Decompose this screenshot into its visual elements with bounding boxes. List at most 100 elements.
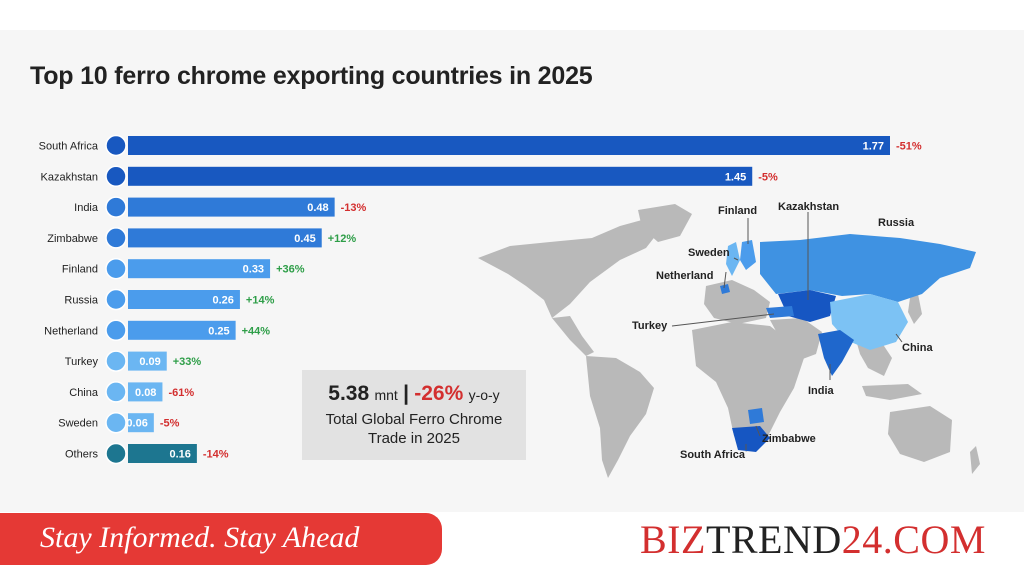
flag-icon-sweden xyxy=(105,411,127,434)
map-sweden xyxy=(726,242,740,276)
change-label-netherland: +44% xyxy=(242,325,271,337)
flag-icon-russia xyxy=(105,288,127,311)
bar-chart: South Africa 1.77 -51% Kazakhstan 1.45 -5% Ind… xyxy=(39,134,922,465)
bar-south-africa xyxy=(128,136,890,155)
change-label-sweden: -5% xyxy=(160,418,180,430)
map-netherland xyxy=(720,284,730,294)
change-label-others: -14% xyxy=(203,449,229,461)
map-india xyxy=(818,330,854,376)
category-label-china: China xyxy=(69,387,99,399)
map-label-india: India xyxy=(808,385,835,397)
flag-icon-south-africa xyxy=(105,134,127,157)
map-north-america xyxy=(478,220,660,318)
category-label-russia: Russia xyxy=(64,295,99,307)
map-zimbabwe xyxy=(748,408,764,424)
value-label-turkey: 0.09 xyxy=(139,356,160,368)
summary-unit: mnt xyxy=(374,387,398,403)
category-label-sweden: Sweden xyxy=(58,418,98,430)
value-label-zimbabwe: 0.45 xyxy=(294,233,315,245)
flag-icon-zimbabwe xyxy=(105,227,127,249)
map-central-america xyxy=(552,316,594,356)
map-europe xyxy=(704,280,770,324)
map-indonesia xyxy=(862,384,922,400)
change-label-kazakhstan: -5% xyxy=(758,171,778,183)
tagline-banner: Stay Informed. Stay Ahead xyxy=(0,513,442,565)
change-label-india: -13% xyxy=(341,202,367,214)
change-label-finland: +36% xyxy=(276,264,305,276)
summary-description: Total Global Ferro Chrome Trade in 2025 xyxy=(302,410,526,448)
value-label-netherland: 0.25 xyxy=(208,325,229,337)
bar-india xyxy=(128,197,335,217)
bar-finland xyxy=(128,259,271,279)
bar-china xyxy=(128,382,163,402)
map-russia xyxy=(760,234,976,302)
map-label-finland: Finland xyxy=(718,205,757,217)
value-label-sweden: 0.06 xyxy=(126,418,147,430)
flag-icon-turkey xyxy=(105,350,127,372)
bar-zimbabwe xyxy=(128,228,322,248)
map-south-america xyxy=(586,356,654,478)
summary-value: 5.38 xyxy=(328,382,370,405)
map-southeast-asia xyxy=(856,340,892,376)
value-label-india: 0.48 xyxy=(307,202,328,214)
summary-change: -26% xyxy=(414,382,464,405)
bar-sweden xyxy=(128,413,154,433)
flag-icon-china xyxy=(105,381,127,403)
summary-line2: Total Global Ferro Chrome xyxy=(325,411,503,428)
summary-box: 5.38 mnt | -26% y-o-y Total Global Ferro… xyxy=(302,370,526,460)
category-label-south-africa: South Africa xyxy=(39,141,99,153)
change-label-china: -61% xyxy=(168,387,194,399)
bar-others xyxy=(128,444,197,463)
map-greenland xyxy=(638,204,692,242)
brand-part3: 24.COM xyxy=(841,517,986,562)
map-label-kazakhstan: Kazakhstan xyxy=(778,201,839,213)
summary-separator: | xyxy=(403,382,409,405)
change-label-turkey: +33% xyxy=(173,356,202,368)
bar-turkey xyxy=(128,351,167,371)
value-label-finland: 0.33 xyxy=(243,264,264,276)
map-finland xyxy=(740,240,756,270)
value-label-south-africa: 1.77 xyxy=(863,141,884,153)
category-label-zimbabwe: Zimbabwe xyxy=(47,233,98,245)
map-japan xyxy=(908,294,922,324)
category-label-netherland: Netherland xyxy=(44,325,98,337)
map-label-sweden: Sweden xyxy=(688,247,730,259)
map-africa xyxy=(692,322,804,452)
map-label-russia: Russia xyxy=(878,217,915,229)
map-label-zimbabwe: Zimbabwe xyxy=(762,433,816,445)
category-label-kazakhstan: Kazakhstan xyxy=(41,171,98,183)
map-china xyxy=(830,294,908,350)
map-label-turkey: Turkey xyxy=(632,320,668,332)
flag-icon-netherland xyxy=(105,319,127,342)
category-label-finland: Finland xyxy=(62,264,98,276)
tagline-text: Stay Informed. Stay Ahead xyxy=(40,521,360,554)
map-label-netherland: Netherland xyxy=(656,270,713,282)
bar-russia xyxy=(128,290,240,309)
map-south-africa xyxy=(732,426,770,452)
flag-icon-india xyxy=(105,196,127,218)
summary-line3: Trade in 2025 xyxy=(367,430,460,447)
flag-icon-others xyxy=(105,442,127,465)
map-label-south-africa: South Africa xyxy=(680,449,746,461)
map-australia xyxy=(888,406,952,462)
value-label-russia: 0.26 xyxy=(213,295,234,307)
change-label-south-africa: -51% xyxy=(896,141,922,153)
value-label-others: 0.16 xyxy=(169,449,190,461)
chart-title: Top 10 ferro chrome exporting countries … xyxy=(30,62,593,90)
bar-kazakhstan xyxy=(128,166,753,186)
flag-icon-finland xyxy=(105,257,127,280)
category-label-india: India xyxy=(74,202,99,214)
brand-logo[interactable]: BIZTREND24.COM xyxy=(640,516,986,563)
flag-icon-kazakhstan xyxy=(105,165,127,188)
value-label-china: 0.08 xyxy=(135,387,156,399)
map-middle-east xyxy=(770,318,822,360)
summary-headline: 5.38 mnt | -26% y-o-y xyxy=(302,382,526,406)
bar-netherland xyxy=(128,320,236,340)
brand-part1: BIZ xyxy=(640,517,706,562)
world-map: Finland Kazakhstan Russia Sweden Netherl… xyxy=(478,201,980,478)
value-label-kazakhstan: 1.45 xyxy=(725,171,746,183)
map-turkey xyxy=(766,306,794,318)
change-label-zimbabwe: +12% xyxy=(328,233,357,245)
map-label-china: China xyxy=(902,342,933,354)
category-label-turkey: Turkey xyxy=(65,356,99,368)
